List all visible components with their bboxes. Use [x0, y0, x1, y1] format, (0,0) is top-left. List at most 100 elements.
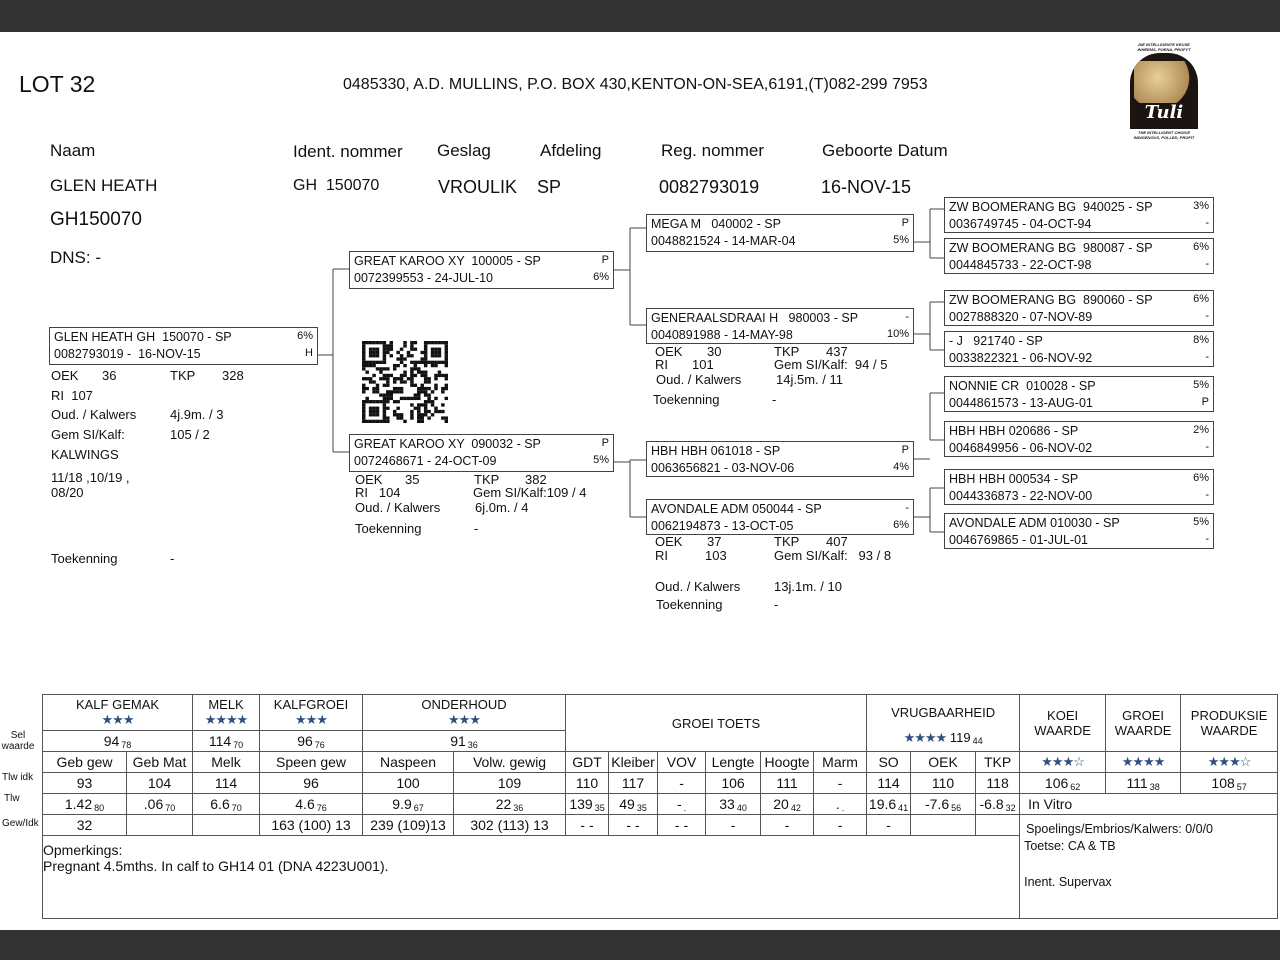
animal-name: MEGA M 040002 - SP — [651, 217, 781, 231]
qr-module — [417, 396, 421, 401]
qr-module — [410, 354, 414, 358]
qr-module — [375, 419, 380, 423]
qr-module — [423, 406, 428, 410]
trait-value: 20 42 — [760, 793, 815, 815]
qr-module — [372, 363, 376, 368]
qr-module — [417, 413, 421, 417]
qr-module — [399, 354, 404, 358]
qr-module — [413, 347, 418, 351]
star-rating-icon: ★★★☆ — [1180, 751, 1279, 773]
trait-index: - — [813, 772, 868, 794]
qr-module — [423, 363, 428, 368]
dam-stats-award: - — [474, 521, 479, 536]
top-right-value: 5% — [1193, 379, 1209, 391]
qr-module — [434, 350, 438, 355]
inent: Inent. Supervax — [1024, 875, 1112, 889]
animal-name: ZW BOOMERANG BG 890060 - SP — [949, 293, 1153, 307]
lot-number: LOT 32 — [19, 71, 96, 97]
trait-index: 96 — [259, 772, 364, 794]
qr-module — [413, 406, 418, 410]
qr-module — [379, 419, 383, 423]
qr-module — [382, 347, 387, 351]
reg-and-date: 0072468671 - 24-OCT-09 — [354, 454, 497, 468]
star-rating-icon: ★★★ — [448, 712, 481, 727]
subject-stats-calvings-2: 08/20 — [51, 485, 84, 500]
dam-stats-ri: RI 104 — [355, 485, 401, 500]
trait-header: Geb gew — [42, 751, 127, 773]
qr-module — [427, 409, 431, 414]
qr-module — [389, 347, 394, 351]
qr-module — [392, 367, 397, 371]
qr-module — [382, 403, 387, 407]
pedigree-box: HBH HBH 000534 - SP 0044336873 - 22-NOV-0… — [944, 469, 1214, 505]
qr-module — [441, 360, 445, 364]
qr-module — [375, 367, 380, 371]
subject-stats-calvings-1: 11/18 ,10/19 , — [51, 470, 130, 485]
qr-module — [382, 413, 387, 417]
animal-name: HBH HBH 061018 - SP — [651, 444, 781, 458]
qr-module — [386, 367, 390, 371]
bottom-right-value: - — [1205, 310, 1209, 322]
dam-dam-stats-age-label: Oud. / Kalwers — [655, 579, 741, 594]
qr-module — [375, 383, 380, 387]
qr-module — [420, 403, 424, 407]
trait-weight: 239 (109)13 — [362, 814, 455, 836]
qr-module — [389, 344, 394, 348]
qr-module — [365, 419, 369, 423]
produksie-waarde-value: 108 57 — [1180, 772, 1279, 794]
qr-module — [382, 406, 387, 410]
reg-and-date: 0063656821 - 03-NOV-06 — [651, 461, 795, 475]
qr-module — [396, 357, 400, 361]
qr-module — [368, 377, 373, 381]
qr-module — [437, 360, 442, 364]
tuli-logo: DIE INTELLIGENTE KEUSE INHEEMS, POENA, P… — [1122, 42, 1206, 146]
qr-module — [444, 419, 448, 423]
trait-value: -6.8 32 — [975, 793, 1021, 815]
pedigree-box: GREAT KAROO XY 090032 - SP 0072468671 - 2… — [349, 434, 614, 472]
qr-module — [372, 386, 376, 391]
qr-module — [403, 396, 407, 401]
qr-module — [368, 363, 373, 368]
trait-index: 114 — [866, 772, 912, 794]
qr-module — [372, 390, 376, 394]
top-right-value: 8% — [1193, 334, 1209, 346]
qr-module — [420, 360, 424, 364]
qr-module — [392, 377, 397, 381]
trait-value: 19.6 41 — [866, 793, 912, 815]
trait-index: 110 — [910, 772, 977, 794]
reg-and-date: 0036749745 - 04-OCT-94 — [949, 217, 1092, 231]
row-label-tlw: Tlw — [4, 793, 20, 804]
qr-module — [430, 341, 435, 345]
sire-dam-stats-oek: 30 — [707, 344, 722, 359]
trait-weight: - — [760, 814, 815, 836]
dam-dam-stats-age: 13j.1m. / 10 — [774, 579, 842, 594]
qr-module — [362, 350, 366, 355]
qr-module — [362, 360, 366, 364]
qr-module — [410, 347, 414, 351]
dam-stats-tkp-label: TKP — [474, 472, 500, 487]
qr-module — [365, 370, 369, 374]
qr-module — [410, 403, 414, 407]
dam-stats-oek: 35 — [405, 472, 420, 487]
dam-dam-stats-award-label: Toekenning — [656, 597, 723, 612]
qr-module — [399, 377, 404, 381]
qr-module — [389, 396, 394, 401]
trait-header: Hoogte — [760, 751, 815, 773]
qr-module — [368, 380, 373, 384]
reg-and-date: 0044845733 - 22-OCT-98 — [949, 258, 1092, 272]
qr-module — [434, 377, 438, 381]
qr-module — [420, 370, 424, 374]
qr-module — [362, 354, 366, 358]
qr-module — [437, 370, 442, 374]
qr-module — [410, 409, 414, 414]
bottom-right-value: - — [1205, 258, 1209, 270]
trait-header: VOV — [657, 751, 707, 773]
qr-module — [368, 400, 373, 404]
qr-module — [423, 400, 428, 404]
groei-waarde-header: GROEI WAARDE — [1105, 694, 1182, 752]
qr-module — [430, 390, 435, 394]
pedigree-box: ZW BOOMERANG BG 940025 - SP 0036749745 - … — [944, 197, 1214, 233]
koei-waarde-value: 106 62 — [1019, 772, 1107, 794]
qr-module — [410, 344, 414, 348]
qr-module — [372, 413, 376, 417]
